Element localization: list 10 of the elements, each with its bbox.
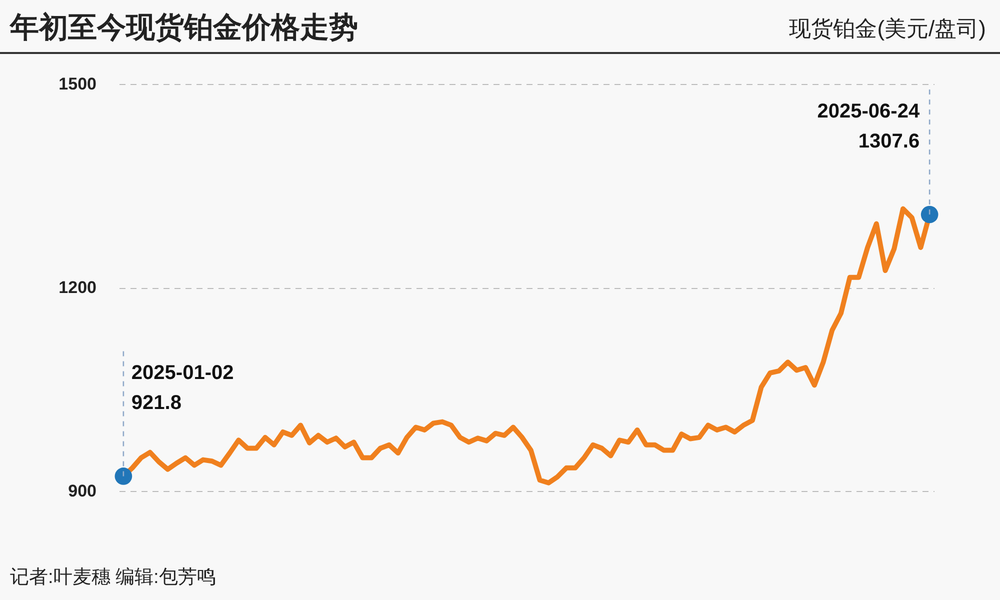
y-axis-title: 现货铂金(美元/盘司)	[789, 15, 986, 43]
text: 记者:叶麦穗 编辑:包芳鸣	[10, 566, 216, 590]
annotation: 2025-06-24	[817, 100, 920, 123]
y-tick-label: 1500	[58, 74, 96, 94]
annotation: 2025-01-02	[131, 362, 234, 384]
data-label: 921.8	[131, 392, 182, 414]
y-tick-label: 1200	[58, 278, 96, 297]
y-tick-label: 900	[68, 482, 96, 500]
chart-title: 年初至今现货铂金价格走势	[10, 11, 358, 46]
data-label: 1307.6	[858, 130, 920, 153]
